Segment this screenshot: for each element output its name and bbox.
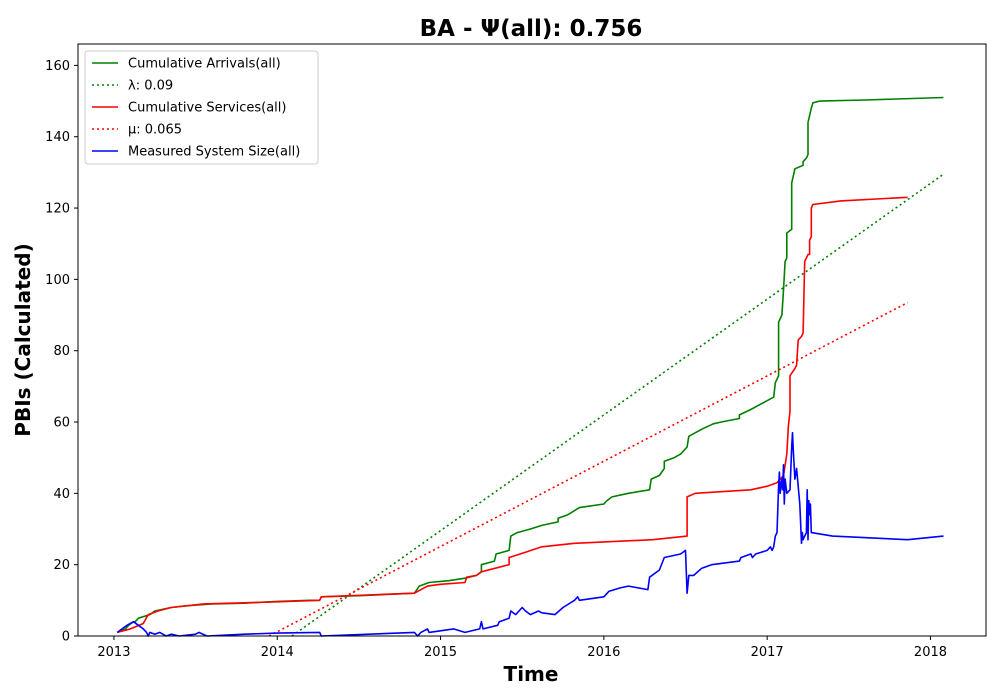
x-tick-label: 2016 [587, 645, 620, 660]
y-tick-label: 160 [45, 59, 70, 74]
plot-frame [77, 43, 987, 637]
legend-label: Cumulative Arrivals(all) [128, 57, 281, 72]
x-tick-label: 2013 [97, 645, 130, 660]
legend-label: Measured System Size(all) [128, 145, 300, 160]
y-tick-label: 140 [45, 130, 70, 145]
x-axis-label: Time [504, 662, 559, 686]
legend-entries: Cumulative Arrivals(all) λ: 0.09 Cumulativ… [92, 57, 300, 160]
x-tick-label: 2014 [261, 645, 294, 660]
legend-frame [84, 50, 319, 165]
series-line-3 [268, 301, 908, 637]
y-tick-label: 40 [53, 487, 70, 502]
chart-title: BA - Ψ(all): 0.756 [420, 16, 643, 42]
y-axis: 0 20 40 60 80 100 120 140 160 [45, 59, 78, 645]
series-line-1 [291, 173, 944, 637]
x-tick-label: 2015 [424, 645, 457, 660]
y-axis-label: PBIs (Calculated) [11, 243, 35, 436]
y-tick-label: 20 [53, 558, 70, 573]
y-tick-label: 80 [53, 344, 70, 359]
x-tick-label: 2018 [914, 645, 947, 660]
y-tick-label: 60 [53, 416, 70, 431]
y-tick-label: 120 [45, 202, 70, 217]
x-tick-label: 2017 [751, 645, 784, 660]
legend-label: μ: 0.065 [128, 123, 182, 138]
series-line-2 [116, 196, 908, 634]
x-axis: 2013 2014 2015 2016 2017 2018 [97, 636, 947, 660]
legend: Cumulative Arrivals(all) λ: 0.09 Cumulativ… [84, 50, 319, 165]
legend-label: Cumulative Services(all) [128, 101, 286, 116]
y-tick-label: 100 [45, 273, 70, 288]
legend-label: λ: 0.09 [128, 79, 173, 94]
y-tick-label: 0 [62, 630, 70, 645]
